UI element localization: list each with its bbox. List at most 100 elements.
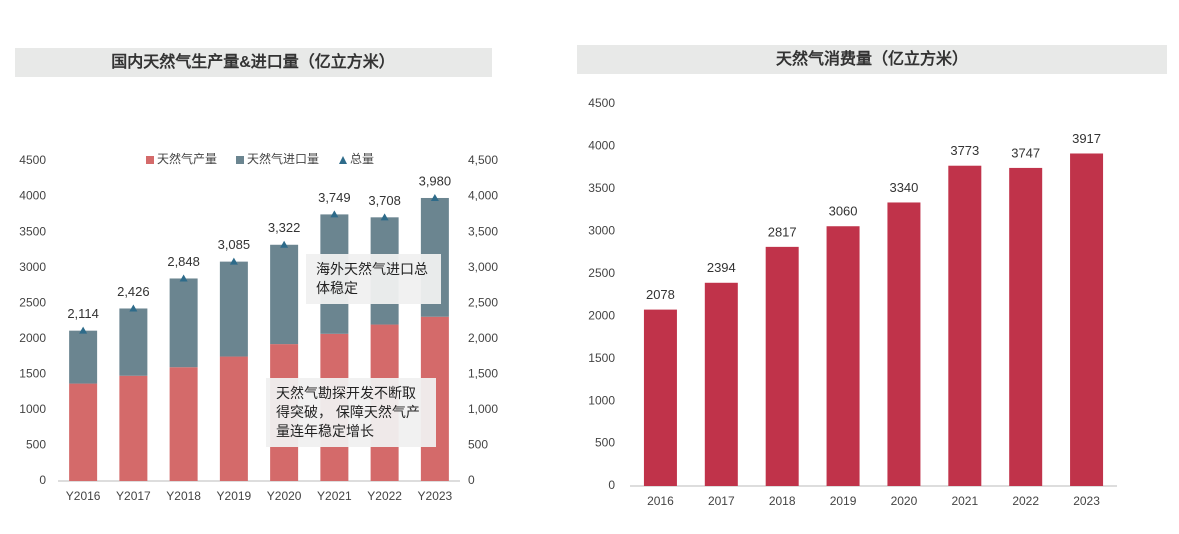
value-label: 3,708: [368, 193, 401, 208]
y-tick-label: 3500: [19, 224, 46, 238]
legend-label: 天然气产量: [157, 151, 217, 166]
x-tick-label: 2021: [951, 494, 978, 508]
x-tick-label: 2023: [1073, 494, 1100, 508]
legend-marker: [236, 156, 244, 164]
x-tick-label: Y2019: [217, 489, 252, 503]
value-label: 2817: [768, 224, 797, 239]
bar-segment: [119, 308, 148, 376]
y-tick-label: 500: [26, 438, 46, 452]
value-label: 3,749: [318, 190, 351, 205]
x-tick-label: 2019: [830, 494, 857, 508]
value-label: 2,114: [67, 306, 99, 321]
bar-segment: [69, 383, 98, 481]
x-tick-label: 2018: [769, 494, 796, 508]
y2-tick-label: 0: [468, 473, 475, 487]
y-tick-label: 0: [608, 478, 615, 492]
value-label: 3,085: [218, 237, 251, 252]
y-tick-label: 4000: [19, 189, 46, 203]
bar-segment: [119, 375, 148, 481]
x-tick-label: 2016: [647, 494, 674, 508]
bar: [1070, 153, 1104, 486]
bar: [704, 282, 738, 486]
y2-tick-label: 2,000: [468, 331, 498, 345]
bar-segment: [169, 367, 198, 481]
x-tick-label: Y2022: [367, 489, 402, 503]
y-tick-label: 2500: [19, 295, 46, 309]
x-tick-label: Y2021: [317, 489, 352, 503]
x-tick-label: Y2016: [66, 489, 101, 503]
x-tick-label: Y2017: [116, 489, 151, 503]
value-label: 3,322: [268, 220, 301, 235]
total-marker: [430, 193, 439, 201]
value-label: 3,980: [419, 173, 452, 188]
value-label: 3060: [829, 204, 858, 219]
legend-marker: [339, 156, 347, 164]
value-label: 2078: [646, 287, 675, 302]
y-tick-label: 4500: [19, 153, 46, 167]
bar-segment: [69, 330, 98, 384]
total-marker: [380, 213, 389, 221]
x-tick-label: Y2018: [166, 489, 201, 503]
chart-title: 国内天然气生产量&进口量（亿立方米）: [111, 52, 395, 71]
total-marker: [79, 326, 88, 334]
y-tick-label: 1500: [588, 351, 615, 365]
total-marker: [129, 304, 138, 312]
y2-tick-label: 2,500: [468, 295, 498, 309]
value-label: 3747: [1011, 145, 1040, 160]
bar-segment: [219, 356, 248, 481]
bar: [826, 226, 860, 487]
y2-tick-label: 1,000: [468, 402, 498, 416]
x-tick-label: 2022: [1012, 494, 1039, 508]
x-tick-label: Y2023: [418, 489, 453, 503]
value-label: 2394: [707, 260, 736, 275]
y-tick-label: 2000: [19, 331, 46, 345]
bar-segment: [219, 261, 248, 357]
legend-marker: [146, 156, 154, 164]
total-marker: [280, 240, 289, 248]
y2-tick-label: 3,000: [468, 260, 498, 274]
y2-tick-label: 500: [468, 438, 488, 452]
bar: [948, 165, 982, 486]
annotation: 海外天然气进口总体稳定: [306, 254, 441, 304]
bar-segment: [169, 278, 198, 368]
bar: [643, 309, 677, 486]
y2-tick-label: 1,500: [468, 367, 498, 381]
y-tick-label: 4500: [588, 96, 615, 110]
y-tick-label: 3000: [588, 224, 615, 238]
bar-segment: [270, 244, 299, 345]
value-label: 2,426: [117, 284, 150, 299]
value-label: 3917: [1072, 131, 1101, 146]
value-label: 3773: [950, 143, 979, 158]
value-label: 2,848: [167, 254, 200, 269]
total-marker: [229, 257, 238, 265]
y-tick-label: 2500: [588, 266, 615, 280]
title-strip: [577, 45, 1167, 74]
x-tick-label: Y2020: [267, 489, 302, 503]
x-tick-label: 2017: [708, 494, 735, 508]
y-tick-label: 1500: [19, 367, 46, 381]
bar: [887, 202, 921, 486]
y2-tick-label: 4,500: [468, 153, 498, 167]
y-tick-label: 0: [39, 473, 46, 487]
y-tick-label: 2000: [588, 308, 615, 322]
annotation: 天然气勘探开发不断取得突破， 保障天然气产量连年稳定增长: [266, 378, 436, 447]
y-tick-label: 4000: [588, 139, 615, 153]
value-label: 3340: [889, 180, 918, 195]
chart-title: 天然气消费量（亿立方米）: [776, 49, 968, 68]
y-tick-label: 500: [595, 436, 615, 450]
total-marker: [330, 210, 339, 218]
y-tick-label: 3000: [19, 260, 46, 274]
y-tick-label: 3500: [588, 181, 615, 195]
bar: [1009, 167, 1043, 486]
y-tick-label: 1000: [588, 393, 615, 407]
total-marker: [179, 274, 188, 282]
title-strip: [15, 48, 492, 77]
legend-label: 天然气进口量: [247, 151, 319, 166]
y2-tick-label: 3,500: [468, 224, 498, 238]
x-tick-label: 2020: [891, 494, 918, 508]
bar: [765, 246, 799, 486]
y-tick-label: 1000: [19, 402, 46, 416]
y2-tick-label: 4,000: [468, 189, 498, 203]
